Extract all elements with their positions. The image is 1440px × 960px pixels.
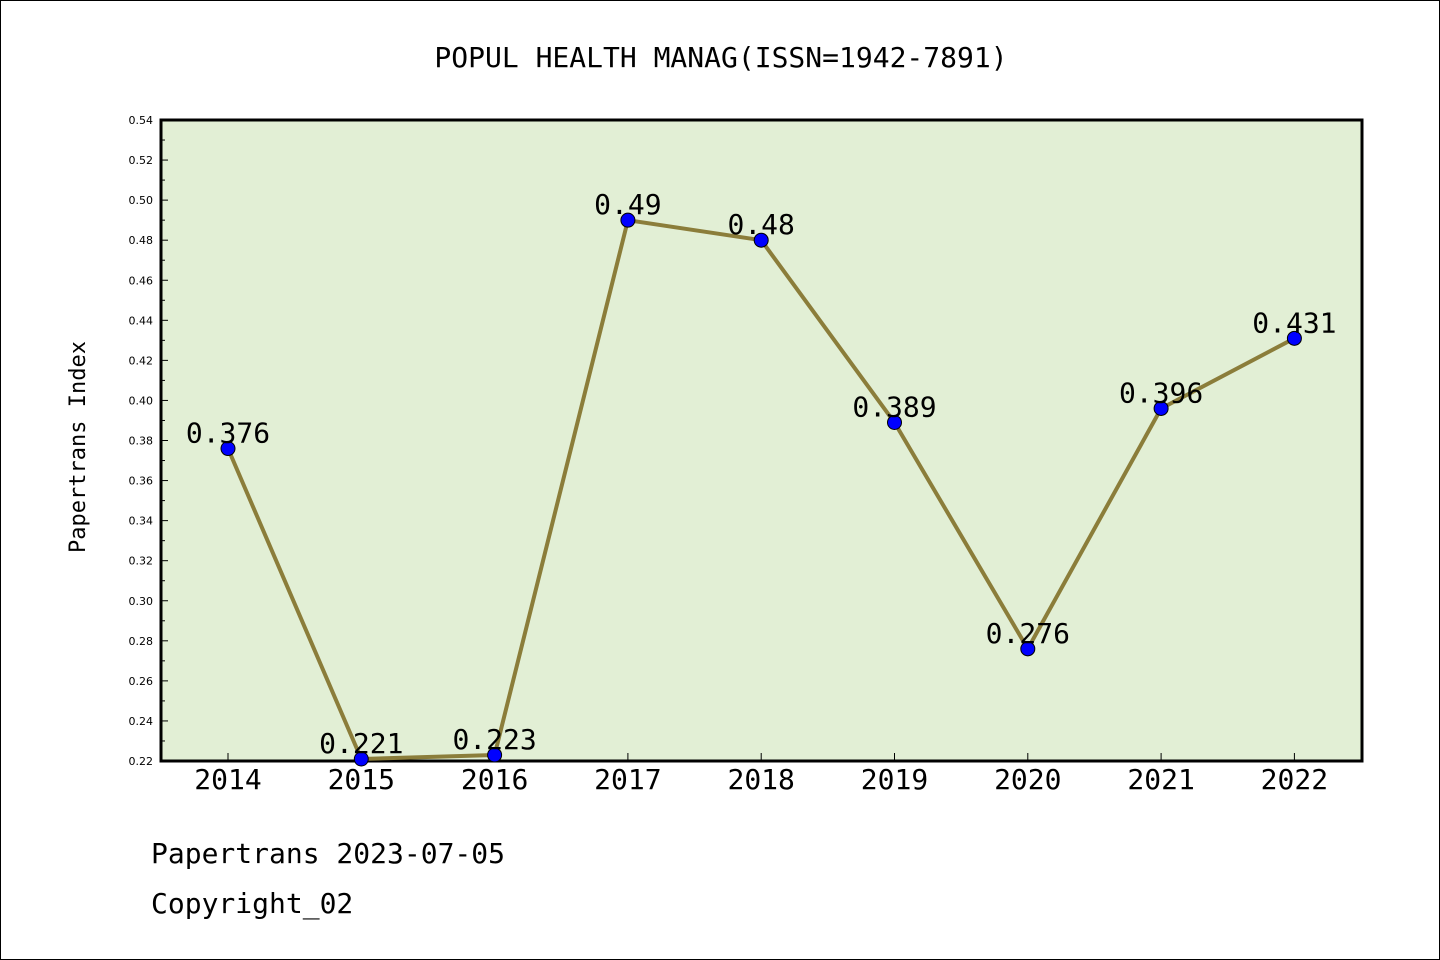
data-point (220, 441, 236, 457)
y-tick-label: 0.30 (129, 595, 154, 608)
data-point (887, 414, 902, 430)
data-label: 0.431 (1252, 306, 1336, 339)
y-tick-label: 0.54 (129, 114, 154, 127)
data-label: 0.49 (594, 188, 661, 221)
data-point (753, 232, 769, 248)
y-tick-label: 0.32 (129, 555, 154, 568)
data-point (620, 212, 636, 228)
data-point (1286, 330, 1302, 346)
data-labels: 0.376 0.221 0.223 0.49 0.48 0.389 0.276 0.396 0.… (186, 188, 1337, 760)
data-point (1020, 641, 1036, 657)
x-tick-label: 2018 (727, 763, 794, 796)
y-tick-label: 0.46 (129, 274, 154, 287)
y-tick-label: 0.38 (129, 435, 154, 448)
y-tick-label: 0.26 (129, 675, 154, 688)
data-label: 0.376 (186, 417, 270, 450)
y-tick-label: 0.22 (129, 755, 154, 768)
y-tick-label: 0.50 (129, 194, 154, 207)
x-tick-label: 2016 (461, 763, 528, 796)
y-tick-label: 0.44 (129, 314, 154, 327)
x-tick-label: 2017 (594, 763, 661, 796)
data-markers (220, 212, 1302, 767)
data-label: 0.48 (727, 208, 794, 241)
x-tick-label: 2021 (1127, 763, 1194, 796)
y-tick-label: 0.42 (129, 354, 154, 367)
data-label: 0.389 (852, 390, 936, 423)
data-point (487, 747, 503, 763)
chart-title: POPUL HEALTH MANAG(ISSN=1942-7891) (434, 41, 1007, 74)
y-tick-label: 0.52 (129, 154, 154, 167)
data-point (353, 751, 369, 767)
x-tick-label: 2015 (328, 763, 395, 796)
y-tick-label: 0.36 (129, 475, 154, 488)
data-label: 0.223 (452, 723, 536, 756)
plot-area (159, 118, 1364, 763)
x-tick-label: 2020 (994, 763, 1061, 796)
y-tick-label: 0.40 (129, 394, 154, 407)
data-point (1153, 400, 1169, 416)
x-tick-label: 2019 (861, 763, 928, 796)
data-label: 0.221 (319, 727, 403, 760)
x-tick-label: 2014 (194, 763, 261, 796)
y-tick-label: 0.28 (129, 635, 154, 648)
y-tick-label: 0.48 (129, 234, 154, 247)
footer-copyright-text: Copyright_02 (151, 887, 354, 920)
x-tick-label: 2022 (1261, 763, 1328, 796)
y-axis-label: Papertrans Index (66, 341, 91, 553)
y-tick-label: 0.34 (129, 515, 154, 528)
y-axis: 0.22 0.24 0.26 0.28 0.30 0.32 0.34 0.36 0.38 0.40… (129, 114, 168, 768)
y-tick-label: 0.24 (129, 715, 154, 728)
footer-date-text: Papertrans 2023-07-05 (151, 837, 506, 870)
data-label: 0.276 (986, 617, 1070, 650)
x-axis: 2014 2015 2016 2017 2018 2019 2020 2021 2022 (194, 753, 1328, 796)
data-label: 0.396 (1119, 376, 1203, 409)
